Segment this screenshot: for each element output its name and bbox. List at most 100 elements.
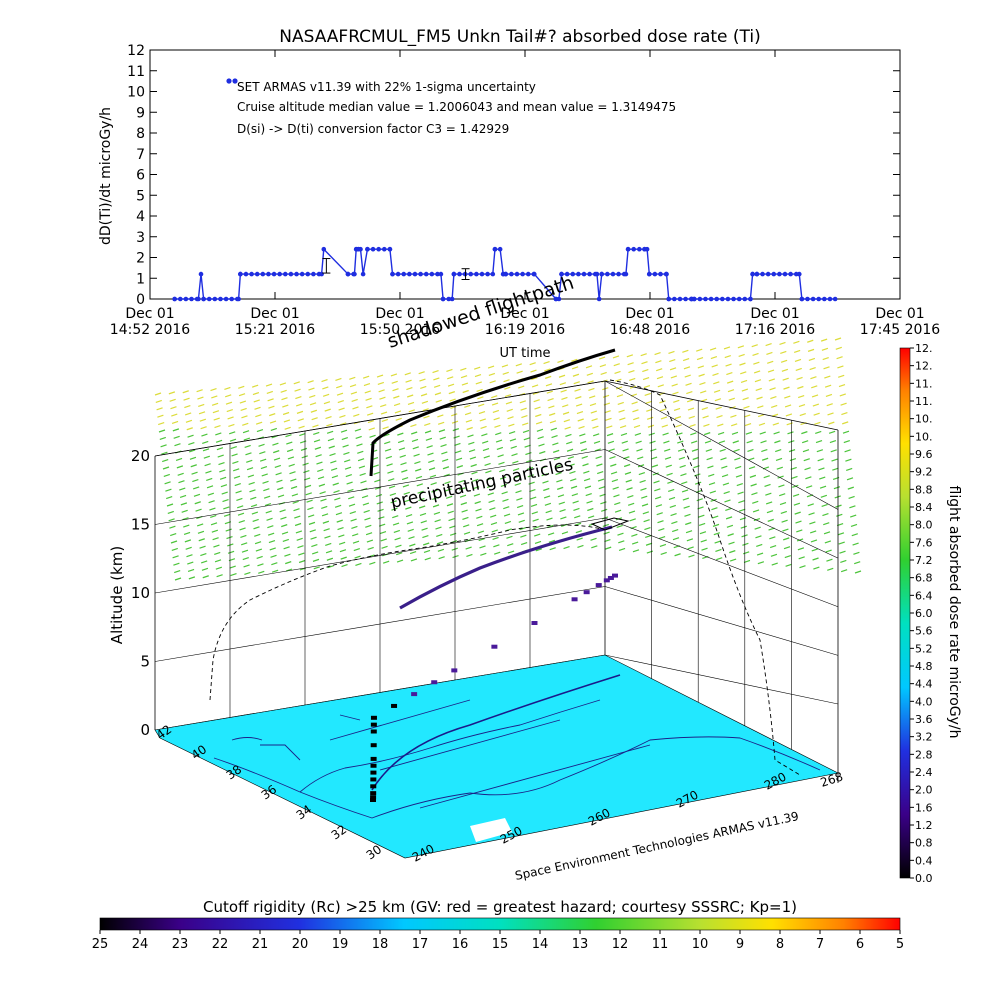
colorbar-bottom-tick-label: 15	[492, 937, 509, 952]
particle-dash	[270, 427, 278, 431]
particle-dash	[520, 541, 528, 546]
particle-dash	[480, 425, 487, 429]
particle-dash	[324, 408, 331, 412]
particle-dash	[168, 391, 176, 395]
particle-dash	[174, 577, 182, 581]
particle-dash	[540, 465, 548, 469]
particle-dash	[328, 445, 335, 449]
y-tick-label: 5	[136, 188, 145, 204]
colorbar-right-tick-label: 3.6	[915, 713, 933, 726]
data-point	[594, 271, 600, 277]
data-point	[468, 271, 474, 277]
particle-dash	[222, 498, 229, 503]
particle-dash	[396, 552, 403, 556]
particle-dash	[742, 397, 749, 401]
particle-dash	[553, 457, 561, 461]
particle-dash	[511, 453, 518, 457]
particle-dash	[160, 444, 167, 448]
particle-dash	[164, 481, 171, 485]
colorbar-right-tick-label: 8.0	[915, 519, 933, 532]
particle-dash	[345, 474, 352, 478]
particle-dash	[210, 522, 218, 526]
particle-dash	[823, 522, 830, 526]
particle-dash	[447, 510, 454, 514]
particle-dash	[827, 567, 834, 571]
data-point	[249, 271, 254, 277]
particle-dash	[712, 372, 719, 376]
particle-dash	[428, 467, 436, 471]
particle-dash	[393, 402, 401, 407]
particle-dash	[710, 355, 718, 360]
particle-dash	[435, 399, 442, 403]
particle-dash	[388, 485, 396, 489]
particle-dash	[575, 396, 582, 400]
particle-dash	[698, 522, 706, 527]
particle-dash	[268, 405, 275, 409]
data-point	[474, 271, 479, 277]
particle-dash	[204, 463, 211, 467]
particle-dash	[491, 402, 499, 406]
particle-dash	[188, 449, 196, 453]
flight-path-point	[370, 798, 376, 802]
particle-dash	[756, 396, 763, 400]
particle-dash	[752, 352, 759, 357]
particle-dash	[294, 388, 301, 392]
particle-dash	[822, 513, 829, 517]
particle-dash	[155, 399, 162, 403]
particle-dash	[789, 457, 797, 462]
particle-dash	[176, 465, 184, 469]
particle-dash	[224, 386, 231, 390]
particle-dash	[430, 482, 437, 486]
particle-dash	[684, 513, 691, 517]
data-point	[440, 296, 446, 302]
particle-dash	[295, 396, 302, 400]
particle-dash	[183, 531, 191, 536]
particle-dash	[771, 562, 778, 566]
particle-dash	[836, 513, 843, 517]
particle-dash	[309, 402, 317, 406]
data-point	[201, 296, 206, 302]
x-tick-label-date: Dec 01	[750, 306, 799, 322]
data-point	[177, 296, 183, 302]
data-point	[387, 246, 393, 252]
flight-path-point	[451, 668, 458, 673]
particle-dash	[285, 434, 292, 438]
particle-dash	[636, 448, 643, 452]
particle-dash	[607, 440, 615, 444]
particle-dash	[545, 383, 553, 387]
particle-dash	[523, 437, 531, 441]
particle-dash	[770, 396, 777, 400]
colorbar-right-tick-label: 5.2	[915, 642, 933, 655]
particle-dash	[366, 539, 374, 543]
particle-dash	[382, 560, 390, 564]
particle-dash	[809, 521, 816, 525]
particle-dash	[626, 354, 634, 358]
particle-dash	[618, 547, 626, 552]
particle-dash	[227, 550, 235, 554]
particle-dash	[216, 574, 223, 578]
particle-dash	[239, 400, 247, 404]
particle-dash	[196, 389, 203, 393]
particle-dash	[569, 470, 576, 475]
particle-dash	[608, 448, 615, 452]
particle-dash	[747, 448, 754, 453]
data-point	[429, 271, 435, 277]
particle-dash	[583, 470, 590, 474]
x-tick-label-time: 16:48 2016	[610, 322, 691, 338]
particle-dash	[486, 485, 494, 489]
particle-dash	[614, 509, 622, 513]
flight-path-point	[603, 578, 610, 583]
particle-dash	[319, 491, 326, 495]
particle-dash	[535, 548, 543, 552]
colorbar-bottom-tick-label: 21	[252, 937, 269, 952]
particle-dash	[654, 496, 662, 500]
particle-dash	[349, 511, 356, 515]
particle-dash	[169, 398, 176, 402]
particle-dash	[810, 539, 818, 543]
particle-dash	[828, 430, 836, 434]
particle-dash	[297, 545, 304, 549]
particle-dash	[488, 372, 496, 377]
particle-dash	[567, 456, 575, 460]
particle-dash	[310, 536, 317, 540]
